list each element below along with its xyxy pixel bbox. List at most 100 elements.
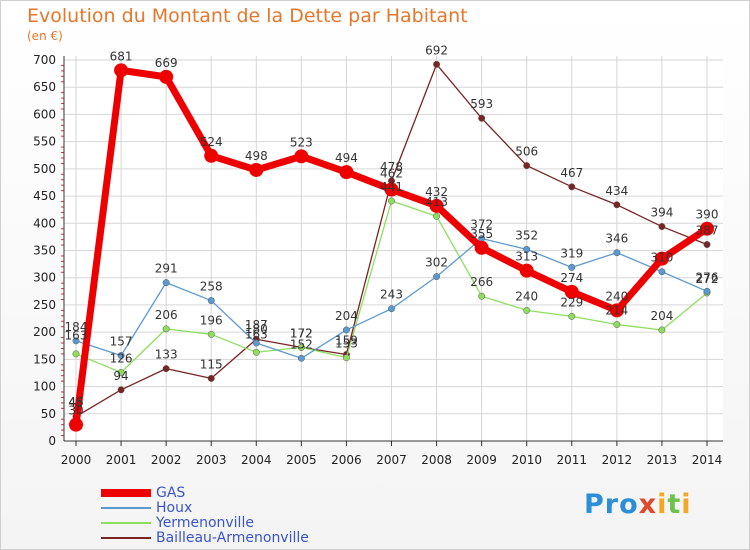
y-tick-label: 450: [33, 189, 56, 203]
data-label-bailleau-armenonville: 434: [605, 184, 628, 198]
data-point-houx: [72, 337, 80, 345]
x-tick-label: 2003: [196, 453, 227, 467]
data-point-houx: [117, 352, 125, 359]
data-point-yermenonville: [117, 368, 125, 376]
data-label-overlap: 163: [245, 327, 268, 341]
data-label-houx: 184: [65, 320, 88, 334]
data-label-yermenonville: 272: [696, 272, 719, 286]
plot-area: [64, 56, 723, 441]
legend-label: Houx: [156, 499, 193, 516]
data-point-bailleau-armenonville: [568, 183, 576, 191]
legend-item-gas: GAS: [101, 484, 309, 501]
data-point-gas: [429, 198, 444, 213]
data-point-bailleau-armenonville: [207, 374, 215, 382]
data-point-gas: [69, 417, 83, 432]
data-point-gas: [339, 165, 354, 180]
data-label-bailleau-armenonville: 394: [650, 206, 673, 220]
data-point-gas: [564, 284, 579, 299]
data-point-bailleau-armenonville: [703, 241, 711, 248]
y-tick-label: 200: [33, 325, 56, 339]
data-point-gas: [204, 148, 219, 163]
legend-item-bailleau-armenonville: Bailleau-Armenonville: [101, 530, 309, 546]
x-tick-label: 2006: [331, 453, 362, 467]
data-point-yermenonville: [252, 348, 260, 356]
data-label-bailleau-armenonville: 692: [425, 43, 448, 57]
data-point-yermenonville: [658, 326, 666, 334]
data-label-bailleau-armenonville: 387: [696, 224, 719, 238]
data-point-yermenonville: [72, 350, 80, 358]
x-tick-label: 2014: [692, 453, 723, 467]
data-point-gas: [609, 303, 624, 318]
y-tick-label: 600: [33, 107, 56, 121]
data-point-houx: [252, 339, 260, 347]
data-point-gas: [654, 251, 669, 266]
data-label-gas: 669: [155, 56, 178, 70]
data-label-bailleau-armenonville: 159: [335, 333, 358, 347]
data-label-bailleau-armenonville: 115: [200, 357, 223, 371]
y-unit-label: (en €): [27, 29, 63, 43]
data-label-houx: 372: [470, 218, 493, 232]
data-point-yermenonville: [297, 343, 305, 351]
data-label-houx: 204: [335, 309, 358, 323]
legend: GAS Houx Yermenonville Bailleau-Armenonvill…: [101, 484, 309, 546]
data-point-yermenonville: [162, 325, 170, 333]
x-tick-label: 2004: [241, 453, 272, 467]
data-point-yermenonville: [523, 306, 531, 314]
x-tick-label: 2012: [602, 453, 633, 467]
data-point-yermenonville: [478, 292, 486, 300]
data-point-yermenonville: [433, 212, 441, 220]
data-label-overlap: 462: [380, 166, 403, 180]
x-tick-label: 2011: [557, 453, 588, 467]
data-point-houx: [613, 249, 621, 257]
legend-swatch: [101, 521, 151, 524]
data-label-houx: 352: [515, 228, 538, 242]
legend-label: GAS: [156, 484, 186, 501]
data-label-yermenonville: 229: [560, 295, 583, 309]
proxiti-logo: Proxiti: [584, 489, 692, 520]
data-label-houx: 157: [110, 335, 133, 349]
data-point-houx: [568, 263, 576, 271]
y-tick-label: 650: [33, 80, 56, 94]
y-tick-label: 100: [33, 380, 56, 394]
x-tick-label: 2005: [286, 453, 317, 467]
data-point-houx: [433, 273, 441, 281]
y-tick-label: 250: [33, 298, 56, 312]
data-point-houx: [297, 354, 305, 362]
data-label-gas: 523: [290, 135, 313, 149]
data-label-bailleau-armenonville: 94: [113, 369, 128, 383]
data-point-houx: [703, 287, 711, 295]
data-label-houx: 302: [425, 256, 448, 270]
data-point-bailleau-armenonville: [478, 114, 486, 122]
data-point-gas: [384, 182, 399, 197]
data-label-houx: 276: [696, 270, 719, 284]
data-label-gas: 355: [470, 227, 493, 241]
data-label-houx: 258: [200, 280, 223, 294]
data-label-yermenonville: 240: [515, 289, 538, 303]
data-label-gas: 498: [245, 149, 268, 163]
data-label-overlap: 310: [650, 251, 673, 265]
data-label-houx: 152: [290, 337, 313, 351]
data-point-gas: [294, 149, 309, 164]
data-label-gas: 240: [605, 289, 628, 303]
data-point-gas: [474, 240, 489, 255]
y-tick-label: 150: [33, 352, 56, 366]
data-label-bailleau-armenonville: 593: [470, 97, 493, 111]
data-label-bailleau-armenonville: 506: [515, 145, 538, 159]
data-label-bailleau-armenonville: 172: [290, 326, 313, 340]
data-label-houx: 291: [155, 262, 178, 276]
data-label-houx: 346: [605, 232, 628, 246]
data-point-gas: [114, 63, 129, 78]
data-point-houx: [523, 245, 531, 253]
logo-letter: i: [681, 489, 692, 520]
data-point-yermenonville: [388, 197, 395, 205]
data-point-bailleau-armenonville: [658, 223, 666, 231]
data-point-bailleau-armenonville: [117, 386, 125, 394]
data-point-gas: [249, 162, 264, 177]
data-point-houx: [342, 326, 350, 334]
data-label-gas: 432: [425, 185, 448, 199]
y-tick-label: 550: [33, 135, 56, 149]
legend-item-yermenonville: Yermenonville: [101, 515, 309, 531]
data-point-yermenonville: [342, 354, 350, 362]
